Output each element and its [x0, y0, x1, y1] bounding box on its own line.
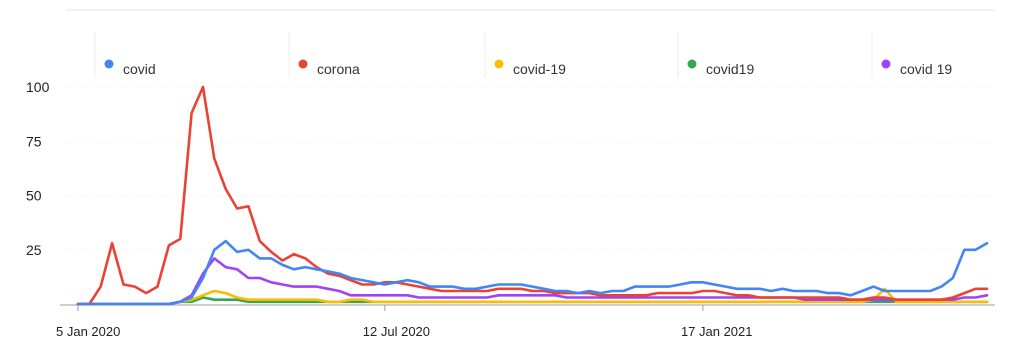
series-line-covid-19 — [76, 287, 989, 306]
legend-swatch — [881, 59, 891, 69]
legend-swatch — [494, 59, 504, 69]
series-line-corona — [76, 85, 989, 306]
legend-label[interactable]: covid19 — [706, 61, 754, 77]
legend-label[interactable]: covid-19 — [513, 61, 566, 77]
series-line-covid — [76, 239, 989, 306]
legend: covid corona covid-19 covid19 covid 19 — [94, 32, 952, 78]
legend-swatch — [298, 59, 308, 69]
y-tick-label: 50 — [26, 188, 42, 204]
y-axis: 25 50 75 100 — [26, 79, 50, 258]
grid — [66, 9, 995, 251]
legend-swatch — [104, 59, 114, 69]
y-tick-label: 100 — [26, 79, 50, 95]
x-tick-label: 17 Jan 2021 — [681, 324, 753, 339]
x-tick-label: 12 Jul 2020 — [363, 324, 430, 339]
legend-label[interactable]: corona — [317, 61, 360, 77]
legend-label[interactable]: covid 19 — [900, 61, 952, 77]
series-line-covid-19 — [76, 257, 989, 306]
y-tick-label: 25 — [26, 242, 42, 258]
legend-swatch — [687, 59, 697, 69]
y-tick-label: 75 — [26, 133, 42, 149]
series-lines — [76, 85, 989, 306]
x-tick-label: 5 Jan 2020 — [56, 324, 120, 339]
x-axis: 5 Jan 2020 12 Jul 2020 17 Jan 2021 — [56, 304, 995, 339]
legend-label[interactable]: covid — [123, 61, 156, 77]
